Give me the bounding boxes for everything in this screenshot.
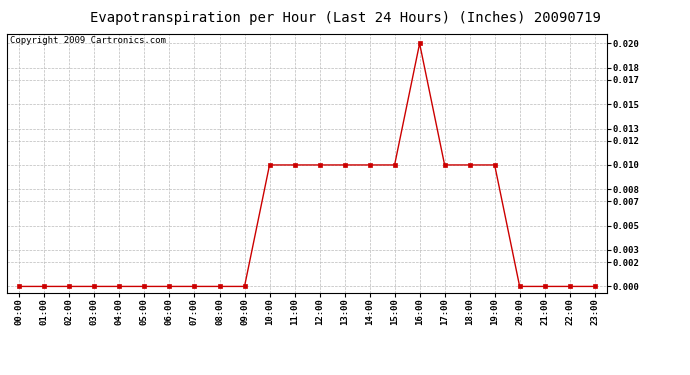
Text: Copyright 2009 Cartronics.com: Copyright 2009 Cartronics.com xyxy=(10,36,166,45)
Text: Evapotranspiration per Hour (Last 24 Hours) (Inches) 20090719: Evapotranspiration per Hour (Last 24 Hou… xyxy=(90,11,600,25)
